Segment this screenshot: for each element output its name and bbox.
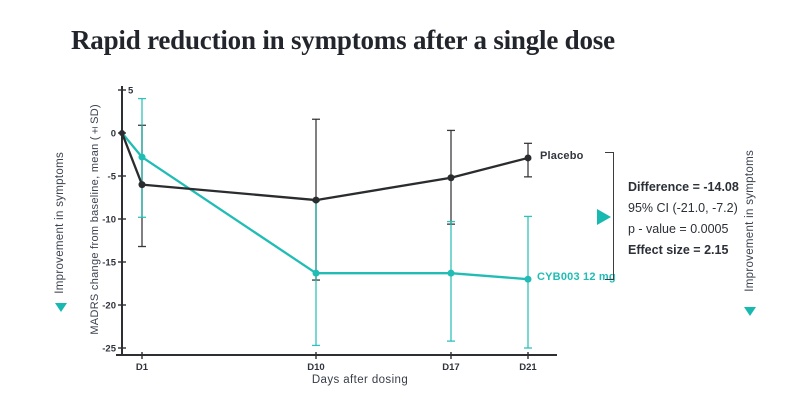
series-label-cyb003: CYB003 12 mg [537, 271, 616, 283]
x-tick-label: D1 [136, 362, 149, 372]
y-tick-label: -20 [102, 301, 116, 312]
stat-confidence-interval: 95% CI (-21.0, -7.2) [628, 201, 738, 215]
left-improvement-label: Improvement in symptoms [54, 152, 66, 294]
data-point [447, 269, 455, 277]
y-tick-label: 5 [128, 86, 134, 97]
stat-effect-size: Effect size = 2.15 [628, 243, 729, 257]
y-tick-label: -10 [102, 215, 116, 226]
x-tick-label: D17 [442, 362, 459, 372]
improvement-arrow-down-icon [744, 307, 756, 316]
improvement-arrow-down-icon [55, 303, 67, 312]
line-chart: 5 0 -5 -10 -15 -20 -25 D1 D10 D17 D21 [102, 86, 557, 372]
stats-panel: Difference = -14.08 95% CI (-21.0, -7.2)… [628, 180, 768, 264]
y-tick-label: -25 [102, 344, 116, 355]
stat-p-value: p - value = 0.0005 [628, 222, 729, 236]
data-point [447, 174, 455, 182]
comparison-arrow-icon [597, 209, 611, 225]
comparison-bracket [605, 152, 614, 280]
y-tick-label: -5 [108, 172, 117, 183]
data-point [524, 154, 532, 162]
series-line-cyb003-12-mg [121, 132, 529, 281]
series-line-placebo [120, 132, 529, 202]
x-tick-label: D21 [519, 362, 537, 372]
data-point [138, 153, 146, 161]
y-tick-label: -15 [102, 258, 116, 269]
y-tick-label: 0 [111, 129, 116, 140]
data-point [524, 275, 532, 283]
baseline-origin-point [119, 130, 125, 136]
page-title: Rapid reduction in symptoms after a sing… [71, 25, 615, 55]
data-point [312, 269, 320, 277]
data-point [138, 181, 146, 189]
data-point [312, 196, 320, 204]
series-label-placebo: Placebo [540, 150, 584, 162]
x-tick-label: D10 [307, 362, 324, 372]
right-improvement-label: Improvement in symptoms [744, 150, 756, 292]
stat-difference: Difference = -14.08 [628, 180, 739, 194]
x-axis-title: Days after dosing [311, 374, 409, 386]
